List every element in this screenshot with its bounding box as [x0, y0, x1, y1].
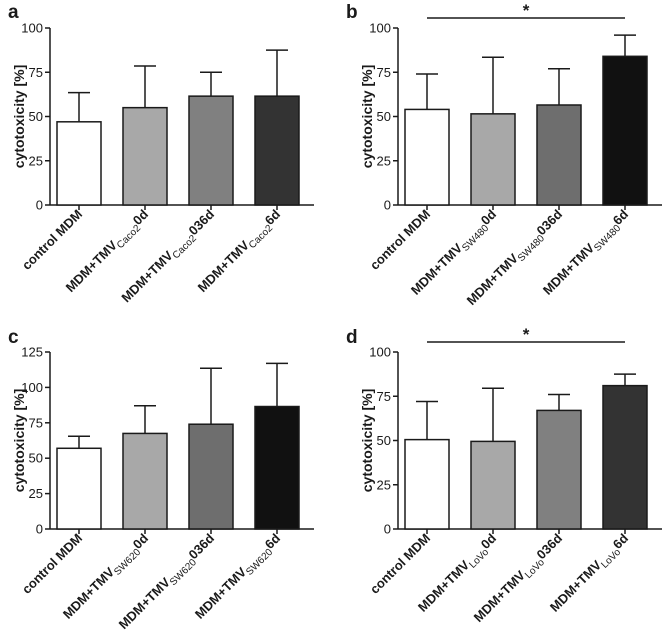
y-tick-label: 25	[29, 153, 43, 168]
panel-letter: d	[346, 327, 358, 348]
x-tick-label-suffix: 036d	[186, 530, 218, 562]
bar	[404, 438, 450, 530]
x-tick-label-main: MDM+TMV	[60, 564, 118, 622]
y-axis-label: cytotoxicity [%]	[11, 65, 27, 168]
x-tick-label-main: MDM+TMV	[195, 237, 253, 295]
y-tick-label: 0	[36, 198, 43, 213]
x-tick-label: control MDM	[367, 207, 433, 273]
y-tick-label: 100	[369, 21, 391, 36]
x-tick-label-suffix: 036d	[534, 206, 566, 238]
x-tick-label-main: MDM+TMV	[547, 557, 605, 615]
bar	[536, 409, 582, 530]
x-tick-label: control MDM	[19, 531, 85, 597]
x-tick-label-main: MDM+TMV	[118, 248, 176, 306]
y-tick-label: 100	[21, 380, 43, 395]
bar	[470, 440, 516, 530]
x-tick-label-main: MDM+TMV	[464, 250, 522, 308]
bar	[122, 432, 168, 530]
x-tick-label-main: MDM+TMV	[63, 237, 121, 295]
y-tick-label: 75	[29, 415, 43, 430]
y-tick-label: 125	[21, 345, 43, 360]
x-tick-label-main: MDM+TMV	[415, 557, 473, 615]
y-tick-label: 100	[369, 345, 391, 360]
bar	[188, 423, 234, 530]
x-tick-label-main: control MDM	[367, 207, 433, 273]
panel-letter: b	[346, 2, 358, 23]
bar	[56, 447, 102, 530]
bar	[602, 384, 648, 530]
x-tick-label-main: control MDM	[19, 207, 85, 273]
bar	[56, 121, 102, 206]
y-tick-label: 50	[29, 451, 43, 466]
y-tick-label: 100	[21, 21, 43, 36]
y-tick-label: 75	[377, 389, 391, 404]
x-tick-label-suffix: 036d	[186, 206, 218, 238]
significance-marker: *	[523, 1, 530, 20]
bar	[602, 55, 648, 206]
significance-marker: *	[523, 325, 530, 344]
y-tick-label: 25	[29, 486, 43, 501]
panel-c: c cytotoxicity [%] 0 25 50 75 100 125 control MD…	[8, 327, 314, 632]
panel-letter: c	[8, 327, 19, 348]
bar	[188, 95, 234, 206]
bar	[536, 104, 582, 206]
x-tick-label-suffix: 036d	[534, 530, 566, 562]
y-axis-label: cytotoxicity [%]	[359, 389, 375, 492]
x-tick-label-main: control MDM	[367, 531, 433, 597]
bar	[404, 108, 450, 206]
bar	[122, 106, 168, 206]
y-tick-label: 0	[36, 522, 43, 537]
x-tick-label-main: MDM+TMV	[540, 240, 598, 298]
y-tick-label: 25	[377, 153, 391, 168]
bar	[470, 113, 516, 206]
bar	[254, 405, 300, 530]
x-tick-label-main: MDM+TMV	[116, 574, 174, 632]
x-tick-label-main: MDM+TMV	[471, 567, 529, 625]
y-tick-label: 75	[29, 65, 43, 80]
x-tick-label-main: control MDM	[19, 531, 85, 597]
y-tick-label: 50	[377, 109, 391, 124]
y-tick-label: 25	[377, 477, 391, 492]
y-tick-label: 50	[29, 109, 43, 124]
x-tick-label-main: MDM+TMV	[192, 564, 250, 622]
y-tick-label: 0	[384, 198, 391, 213]
y-tick-label: 50	[377, 433, 391, 448]
y-tick-label: 0	[384, 522, 391, 537]
bar	[254, 95, 300, 206]
x-tick-label-main: MDM+TMV	[408, 240, 466, 298]
y-tick-label: 75	[377, 65, 391, 80]
y-axis-label: cytotoxicity [%]	[359, 65, 375, 168]
x-tick-label: control MDM	[367, 531, 433, 597]
panel-letter: a	[8, 2, 19, 23]
y-axis-label: cytotoxicity [%]	[11, 389, 27, 492]
x-tick-label: control MDM	[19, 207, 85, 273]
